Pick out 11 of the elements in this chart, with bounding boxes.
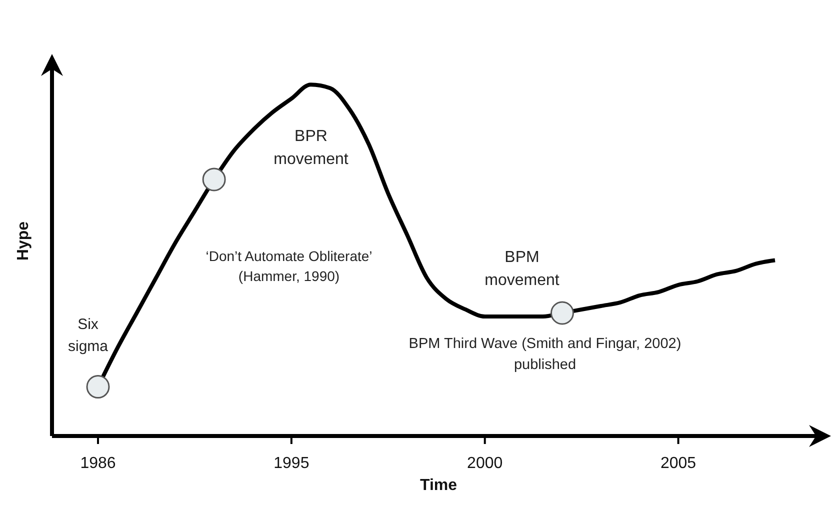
x-tick-label: 2005	[660, 455, 696, 472]
annotation: BPM movement	[484, 248, 560, 292]
y-axis-title: Hype	[15, 220, 33, 263]
annotation: BPM Third Wave (Smith and Fingar, 2002) published	[408, 335, 682, 376]
x-tick-label: 1986	[80, 455, 116, 472]
x-tick-label: 2000	[467, 455, 503, 472]
annotation: Six sigma	[66, 315, 109, 357]
x-tick-label: 1995	[274, 455, 310, 472]
annotation: BPR movement	[272, 127, 350, 170]
annotation: ‘Don’t Automate Obliterate’ (Hammer, 1990)	[204, 247, 374, 286]
x-axis-title: Time	[420, 477, 458, 494]
